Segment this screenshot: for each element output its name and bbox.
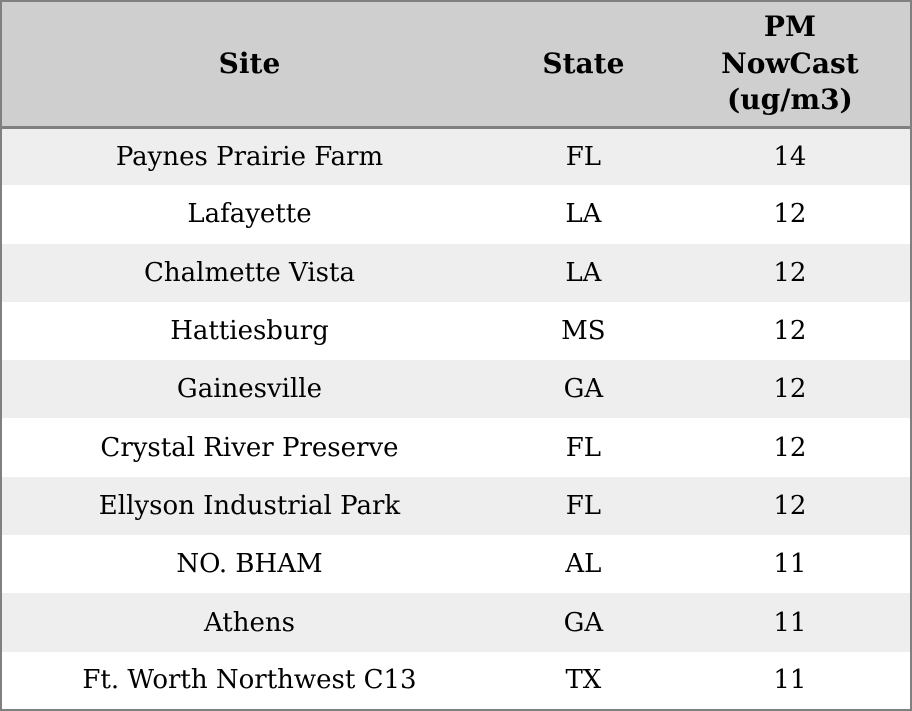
site-cell: Paynes Prairie Farm (115, 141, 384, 172)
column-header-pm-nowcast: PM NowCast (ug/m3) (669, 1, 911, 129)
pm_nowcast-cell: 12 (773, 316, 807, 347)
state-cell: LA (565, 257, 602, 288)
site-cell: Ellyson Industrial Park (98, 490, 401, 521)
table-row: Gainesville GA 12 (1, 360, 911, 419)
table-row: Athens GA 11 (1, 593, 911, 652)
site-cell: Crystal River Preserve (100, 432, 399, 463)
pm_nowcast-cell: 14 (773, 141, 807, 172)
state-cell: MS (561, 316, 606, 347)
state-cell: FL (565, 432, 602, 463)
state-cell: AL (565, 549, 602, 580)
column-header-site: Site (1, 1, 497, 129)
pm_nowcast-cell: 12 (773, 432, 807, 463)
table-row: Crystal River Preserve FL 12 (1, 418, 911, 477)
site-cell: Hattiesburg (170, 316, 329, 347)
site-cell: Ft. Worth Northwest C13 (82, 665, 417, 696)
pm_nowcast-cell: 12 (773, 257, 807, 288)
state-cell: FL (565, 141, 602, 172)
site-cell: Lafayette (187, 199, 312, 230)
pm_nowcast-cell: 11 (773, 607, 807, 638)
table-row: Ft. Worth Northwest C13 TX 11 (1, 651, 911, 710)
site-cell: Athens (203, 607, 295, 638)
pm_nowcast-cell: 12 (773, 374, 807, 405)
pm_nowcast-cell: 11 (773, 665, 807, 696)
column-header-state: State (496, 1, 670, 129)
pm_nowcast-cell: 12 (773, 199, 807, 230)
site-cell: Chalmette Vista (143, 257, 355, 288)
state-cell: TX (565, 665, 602, 696)
state-cell: GA (563, 374, 604, 405)
table-row: Lafayette LA 12 (1, 185, 911, 244)
table-header: Site State PM NowCast (ug/m3) (1, 1, 911, 129)
pm_nowcast-cell: 12 (773, 490, 807, 521)
table-row: Paynes Prairie Farm FL 14 (1, 127, 911, 186)
site-cell: NO. BHAM (176, 549, 323, 580)
state-cell: FL (565, 490, 602, 521)
table-row: Ellyson Industrial Park FL 12 (1, 476, 911, 536)
table-row: Chalmette Vista LA 12 (1, 243, 911, 302)
state-cell: GA (563, 607, 604, 638)
pm_nowcast-cell: 11 (773, 549, 807, 580)
state-cell: LA (565, 199, 602, 230)
table-header-row: Site State PM NowCast (ug/m3) (1, 1, 911, 129)
table-body: Paynes Prairie Farm FL 14 Lafayette LA 12 Chal… (1, 127, 911, 710)
table-row: NO. BHAM AL 11 (1, 535, 911, 594)
table-row: Hattiesburg MS 12 (1, 301, 911, 361)
site-cell: Gainesville (176, 374, 323, 405)
